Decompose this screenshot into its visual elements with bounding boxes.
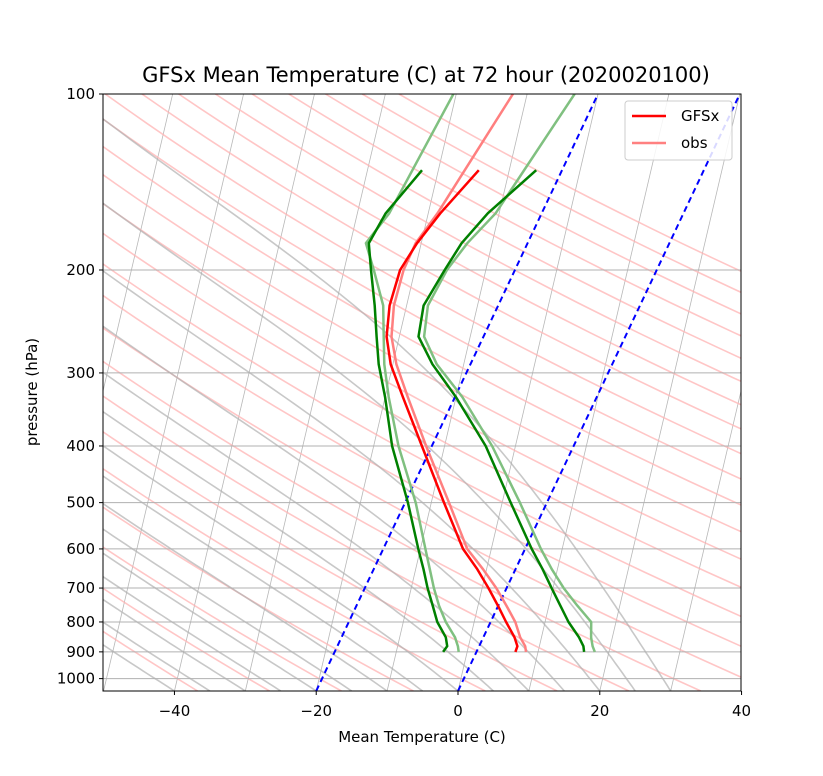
y-tick-label: 700	[66, 579, 95, 597]
legend-label-obs: obs	[681, 134, 708, 152]
legend: GFSx obs	[624, 100, 733, 161]
moist-adiabat-line	[103, 202, 636, 691]
x-tick-label: 0	[453, 702, 463, 720]
dry-adiabat-line	[214, 94, 741, 383]
y-tick-label: 400	[66, 437, 95, 455]
isotherm-line	[244, 94, 386, 691]
dry-adiabat-line	[103, 294, 741, 648]
dry-adiabat-line	[103, 232, 741, 589]
dry-adiabat-line	[141, 94, 741, 430]
dry-adiabat-line	[103, 395, 630, 691]
moist-adiabat-line	[103, 117, 672, 691]
dry-adiabat-line	[361, 94, 741, 294]
dry-adiabat-line	[103, 145, 741, 506]
y-tick-label: 200	[66, 261, 95, 279]
dry-adiabat-line	[103, 118, 741, 480]
series-dashed-line-2	[457, 94, 741, 691]
isotherm-line	[0, 94, 102, 691]
chart-title: GFSx Mean Temperature (C) at 72 hour (20…	[142, 63, 710, 87]
plot-frame	[102, 93, 742, 692]
x-axis: −40 −20 0 20 40	[159, 691, 751, 720]
x-tick-label: 20	[590, 702, 609, 720]
moist-adiabat-line	[103, 475, 424, 691]
moist-adiabat-line	[103, 444, 459, 691]
pressure-gridlines	[103, 93, 741, 680]
dry-adiabat-line	[398, 94, 741, 273]
x-tick-label: −20	[300, 702, 332, 720]
dry-adiabat-line	[103, 263, 741, 618]
isotherm-line	[315, 94, 457, 691]
dry-adiabat-line	[104, 94, 741, 455]
series-dashed-line-1	[315, 94, 599, 691]
isotherm-line	[742, 94, 823, 691]
moist-adiabat-line	[103, 552, 317, 691]
isotherm-line	[103, 94, 244, 691]
y-axis-label: pressure (hPa)	[23, 338, 41, 446]
dry-adiabat-line	[103, 467, 486, 691]
dry-adiabat-line	[103, 506, 414, 691]
series-obs-temperature	[390, 94, 528, 653]
x-axis-label: Mean Temperature (C)	[338, 728, 506, 746]
y-tick-label: 300	[66, 364, 95, 382]
legend-label-gfsx: GFSx	[681, 107, 720, 125]
moist-adiabat-line	[103, 598, 246, 691]
y-tick-label: 600	[66, 540, 95, 558]
y-tick-label: 800	[66, 613, 95, 631]
isotherm-line	[103, 94, 174, 393]
series-obs-dewpoint	[364, 94, 460, 653]
isotherm-line	[457, 94, 599, 691]
dry-adiabat-line	[325, 94, 741, 315]
y-axis: 100 200 300 400 500 600 700 800 900 1000	[57, 85, 103, 688]
background-lines	[0, 94, 823, 691]
moist-adiabat-line	[103, 371, 530, 691]
dry-adiabat-line	[103, 587, 270, 691]
moist-adiabat-line	[103, 528, 353, 691]
series-gfsx-temperature	[385, 169, 519, 653]
dry-adiabat-line	[103, 326, 741, 678]
moist-adiabat-line	[103, 502, 388, 691]
dry-adiabat-line	[103, 360, 702, 691]
series-layer	[315, 94, 741, 691]
series-gfsx-parcel	[417, 169, 586, 653]
moist-adiabat-line	[103, 621, 211, 691]
moist-adiabat-line	[103, 575, 282, 691]
y-tick-label: 900	[66, 643, 95, 661]
dry-adiabat-line	[103, 430, 558, 691]
dry-adiabat-line	[251, 94, 741, 360]
moist-adiabat-line	[103, 643, 175, 691]
y-tick-label: 100	[66, 85, 95, 103]
series-obs-parcel	[422, 94, 596, 653]
dry-adiabat-line	[103, 546, 342, 691]
moist-adiabat-line	[103, 410, 494, 691]
dry-adiabat-line	[178, 94, 741, 406]
x-tick-label: 40	[732, 702, 751, 720]
series-gfsx-dewpoint	[367, 169, 449, 653]
x-tick-label: −40	[159, 702, 191, 720]
isotherm-line	[599, 94, 741, 691]
y-tick-label: 1000	[57, 670, 95, 688]
y-tick-label: 500	[66, 494, 95, 512]
